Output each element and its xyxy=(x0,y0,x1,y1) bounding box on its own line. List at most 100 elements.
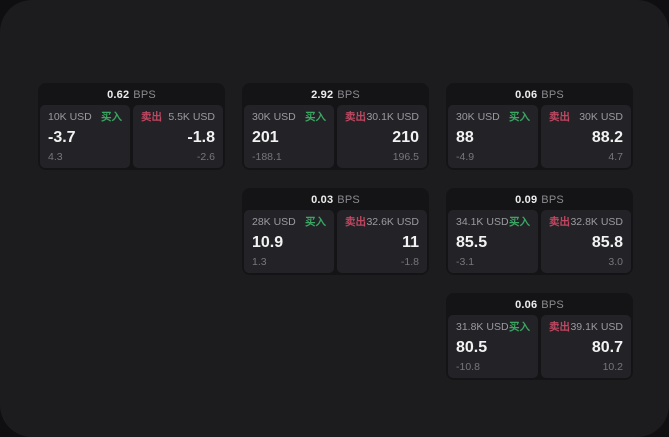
buy-delta-value: 4.3 xyxy=(48,150,63,163)
buy-tile-header: 31.8K USD 买入 xyxy=(456,322,530,333)
bps-header: 2.92 BPS xyxy=(244,85,427,105)
bps-unit: BPS xyxy=(541,299,564,311)
sell-quote-tile[interactable]: 卖出 39.1K USD 80.7 10.2 xyxy=(541,315,631,378)
sell-delta-value: 4.7 xyxy=(608,150,623,163)
bps-header: 0.06 BPS xyxy=(448,85,631,105)
bps-unit: BPS xyxy=(541,194,564,206)
sell-delta-value: -2.6 xyxy=(196,150,215,163)
sell-quote-tile[interactable]: 卖出 5.5K USD -1.8 -2.6 xyxy=(133,105,223,168)
buy-quote-tile[interactable]: 28K USD 买入 10.9 1.3 xyxy=(244,210,334,273)
sell-amount-label: 30K USD xyxy=(579,111,623,123)
sell-quote-tile[interactable]: 卖出 30K USD 88.2 4.7 xyxy=(541,105,631,168)
sell-amount-label: 32.8K USD xyxy=(570,216,623,228)
bps-header: 0.06 BPS xyxy=(448,295,631,315)
bps-header: 0.09 BPS xyxy=(448,190,631,210)
buy-amount-label: 10K USD xyxy=(48,111,92,123)
quote-tiles: 34.1K USD 买入 85.5 -3.1 卖出 32.8K USD 85.8… xyxy=(448,210,631,273)
buy-tile-header: 30K USD 买入 xyxy=(252,112,326,123)
buy-price-value: 201 xyxy=(252,129,279,146)
quote-card: 0.06 BPS 31.8K USD 买入 80.5 -10.8 卖出 39.1… xyxy=(446,293,633,380)
buy-quote-tile[interactable]: 30K USD 买入 201 -188.1 xyxy=(244,105,334,168)
sell-quote-tile[interactable]: 卖出 30.1K USD 210 196.5 xyxy=(337,105,427,168)
quote-card: 0.03 BPS 28K USD 买入 10.9 1.3 卖出 32.6K US… xyxy=(242,188,429,275)
sell-tag: 卖出 xyxy=(549,321,570,333)
buy-amount-label: 31.8K USD xyxy=(456,321,509,333)
sell-tile-header: 卖出 32.6K USD xyxy=(345,217,419,228)
sell-delta-value: 196.5 xyxy=(392,150,419,163)
sell-delta-value: 3.0 xyxy=(608,255,623,268)
buy-tag: 买入 xyxy=(305,111,326,123)
buy-tag: 买入 xyxy=(509,216,530,228)
sell-tile-header: 卖出 32.8K USD xyxy=(549,217,623,228)
buy-price-value: 88 xyxy=(456,129,474,146)
sell-amount-label: 5.5K USD xyxy=(168,111,215,123)
sell-tag: 卖出 xyxy=(549,216,570,228)
sell-tile-header: 卖出 39.1K USD xyxy=(549,322,623,333)
bps-value: 0.06 xyxy=(515,89,538,101)
bps-unit: BPS xyxy=(133,89,156,101)
buy-tag: 买入 xyxy=(509,111,530,123)
buy-tile-header: 34.1K USD 买入 xyxy=(456,217,530,228)
sell-tile-header: 卖出 5.5K USD xyxy=(141,112,215,123)
bps-value: 2.92 xyxy=(311,89,334,101)
buy-quote-tile[interactable]: 10K USD 买入 -3.7 4.3 xyxy=(40,105,130,168)
buy-price-value: 10.9 xyxy=(252,234,284,251)
sell-tag: 卖出 xyxy=(345,111,366,123)
sell-tile-header: 卖出 30.1K USD xyxy=(345,112,419,123)
buy-quote-tile[interactable]: 30K USD 买入 88 -4.9 xyxy=(448,105,538,168)
sell-amount-label: 32.6K USD xyxy=(366,216,419,228)
sell-amount-label: 30.1K USD xyxy=(366,111,419,123)
sell-price-value: 11 xyxy=(402,234,419,251)
buy-tile-header: 10K USD 买入 xyxy=(48,112,122,123)
sell-price-value: 80.7 xyxy=(591,339,623,356)
quote-tiles: 30K USD 买入 201 -188.1 卖出 30.1K USD 210 1… xyxy=(244,105,427,168)
buy-amount-label: 28K USD xyxy=(252,216,296,228)
buy-price-value: 80.5 xyxy=(456,339,488,356)
buy-delta-value: -10.8 xyxy=(456,360,480,373)
bps-header: 0.62 BPS xyxy=(40,85,223,105)
buy-tag: 买入 xyxy=(305,216,326,228)
sell-delta-value: -1.8 xyxy=(400,255,419,268)
bps-unit: BPS xyxy=(337,194,360,206)
buy-quote-tile[interactable]: 34.1K USD 买入 85.5 -3.1 xyxy=(448,210,538,273)
sell-tag: 卖出 xyxy=(141,111,162,123)
sell-quote-tile[interactable]: 卖出 32.6K USD 11 -1.8 xyxy=(337,210,427,273)
buy-tag: 买入 xyxy=(101,111,122,123)
sell-delta-value: 10.2 xyxy=(602,360,623,373)
quote-card: 0.62 BPS 10K USD 买入 -3.7 4.3 卖出 5.5K USD… xyxy=(38,83,225,170)
buy-tile-header: 30K USD 买入 xyxy=(456,112,530,123)
quote-card: 0.09 BPS 34.1K USD 买入 85.5 -3.1 卖出 32.8K… xyxy=(446,188,633,275)
buy-delta-value: 1.3 xyxy=(252,255,267,268)
bps-unit: BPS xyxy=(337,89,360,101)
quotes-grid: 0.62 BPS 10K USD 买入 -3.7 4.3 卖出 5.5K USD… xyxy=(38,83,633,380)
quote-card: 0.06 BPS 30K USD 买入 88 -4.9 卖出 30K USD 8… xyxy=(446,83,633,170)
bps-header: 0.03 BPS xyxy=(244,190,427,210)
sell-price-value: 88.2 xyxy=(591,129,623,146)
quote-card: 2.92 BPS 30K USD 买入 201 -188.1 卖出 30.1K … xyxy=(242,83,429,170)
bps-value: 0.62 xyxy=(107,89,130,101)
bps-value: 0.09 xyxy=(515,194,538,206)
quote-tiles: 28K USD 买入 10.9 1.3 卖出 32.6K USD 11 -1.8 xyxy=(244,210,427,273)
quote-tiles: 10K USD 买入 -3.7 4.3 卖出 5.5K USD -1.8 -2.… xyxy=(40,105,223,168)
sell-quote-tile[interactable]: 卖出 32.8K USD 85.8 3.0 xyxy=(541,210,631,273)
quote-tiles: 30K USD 买入 88 -4.9 卖出 30K USD 88.2 4.7 xyxy=(448,105,631,168)
bps-unit: BPS xyxy=(541,89,564,101)
buy-tag: 买入 xyxy=(509,321,530,333)
sell-amount-label: 39.1K USD xyxy=(570,321,623,333)
buy-amount-label: 34.1K USD xyxy=(456,216,509,228)
bps-value: 0.06 xyxy=(515,299,538,311)
bps-value: 0.03 xyxy=(311,194,334,206)
sell-price-value: -1.8 xyxy=(187,129,215,146)
buy-price-value: -3.7 xyxy=(48,129,76,146)
quote-tiles: 31.8K USD 买入 80.5 -10.8 卖出 39.1K USD 80.… xyxy=(448,315,631,378)
buy-delta-value: -3.1 xyxy=(456,255,475,268)
sell-price-value: 210 xyxy=(392,129,419,146)
buy-tile-header: 28K USD 买入 xyxy=(252,217,326,228)
buy-price-value: 85.5 xyxy=(456,234,488,251)
buy-delta-value: -4.9 xyxy=(456,150,475,163)
buy-amount-label: 30K USD xyxy=(252,111,296,123)
sell-tile-header: 卖出 30K USD xyxy=(549,112,623,123)
buy-quote-tile[interactable]: 31.8K USD 买入 80.5 -10.8 xyxy=(448,315,538,378)
sell-price-value: 85.8 xyxy=(591,234,623,251)
